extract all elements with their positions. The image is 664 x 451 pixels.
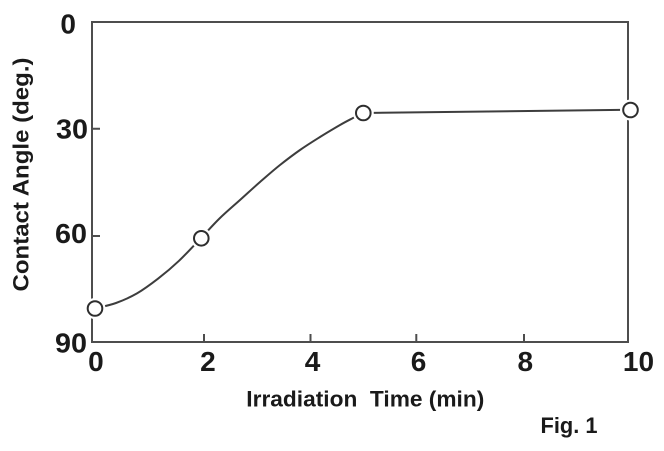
svg-text:10: 10 [623,346,654,377]
svg-text:4: 4 [305,346,321,377]
svg-text:Fig. 1: Fig. 1 [541,413,598,438]
svg-text:Irradiation Time (min): Irradiation Time (min) [246,386,484,411]
svg-text:6: 6 [411,346,427,377]
svg-text:2: 2 [200,346,216,377]
svg-text:60: 60 [55,218,87,249]
svg-text:0: 0 [88,346,104,377]
svg-text:Contact Angle (deg.): Contact Angle (deg.) [9,58,34,292]
svg-text:8: 8 [518,346,534,377]
svg-text:30: 30 [56,114,88,145]
svg-text:90: 90 [55,328,87,359]
svg-text:0: 0 [60,9,76,40]
